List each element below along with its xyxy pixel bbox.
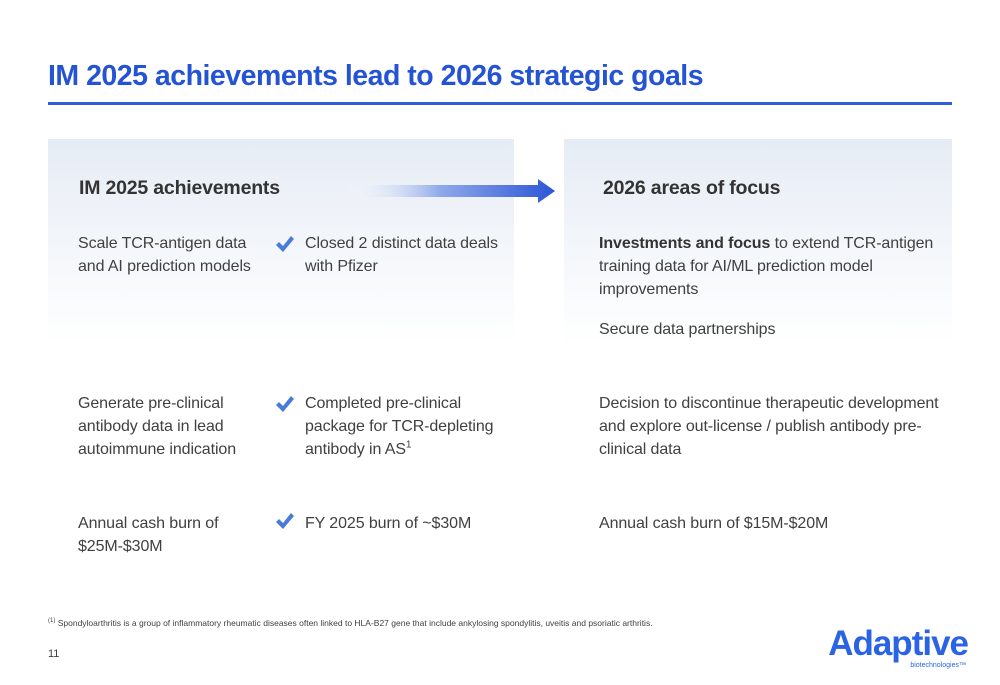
achievements-heading: IM 2025 achievements: [79, 177, 280, 199]
focus-data-partnerships: Secure data partnerships: [599, 321, 776, 338]
footnote-ref: 1: [405, 439, 412, 451]
achievement-preclinical-text: Completed pre-clinical package for TCR-d…: [305, 395, 494, 458]
check-icon: [276, 513, 294, 529]
footnote: (1) Spondyloarthritis is a group of infl…: [48, 618, 653, 628]
achievement-preclinical-package: Completed pre-clinical package for TCR-d…: [305, 392, 500, 461]
logo-subtitle: biotechnologies™: [910, 662, 966, 669]
goal-scale-tcr: Scale TCR-antigen data and AI prediction…: [78, 235, 251, 275]
logo-wordmark: Adaptive: [828, 624, 969, 663]
goal-preclinical-antibody: Generate pre-clinical antibody data in l…: [78, 395, 236, 458]
focus-bold-lead: Investments and focus: [599, 235, 771, 252]
slide-title: IM 2025 achievements lead to 2026 strate…: [48, 60, 704, 92]
focus-cash-burn: Annual cash burn of $15M-$20M: [599, 515, 829, 532]
right-arrow-icon: [346, 179, 555, 203]
focus-lead-rest: to extend TCR-antigen training data for …: [599, 235, 934, 298]
focus-discontinue-therapeutic: Decision to discontinue therapeutic deve…: [599, 395, 939, 458]
focus-heading: 2026 areas of focus: [603, 177, 781, 199]
check-icon: [276, 396, 294, 412]
company-logo: Adaptive biotechnologies™: [828, 624, 969, 672]
title-divider: [48, 102, 952, 105]
achievement-fy-burn: FY 2025 burn of ~$30M: [305, 515, 472, 532]
focus-panel: [564, 139, 952, 345]
goal-cash-burn: Annual cash burn of $25M-$30M: [78, 515, 219, 555]
check-icon: [276, 236, 294, 252]
page-number: 11: [48, 648, 60, 660]
achievements-panel: [48, 139, 514, 345]
achievement-pfizer-deals: Closed 2 distinct data deals with Pfizer: [305, 235, 498, 275]
footnote-text: Spondyloarthritis is a group of inflamma…: [57, 618, 653, 628]
footnote-marker: (1): [48, 618, 56, 625]
focus-tcr-investments: Investments and focus to extend TCR-anti…: [599, 232, 939, 301]
